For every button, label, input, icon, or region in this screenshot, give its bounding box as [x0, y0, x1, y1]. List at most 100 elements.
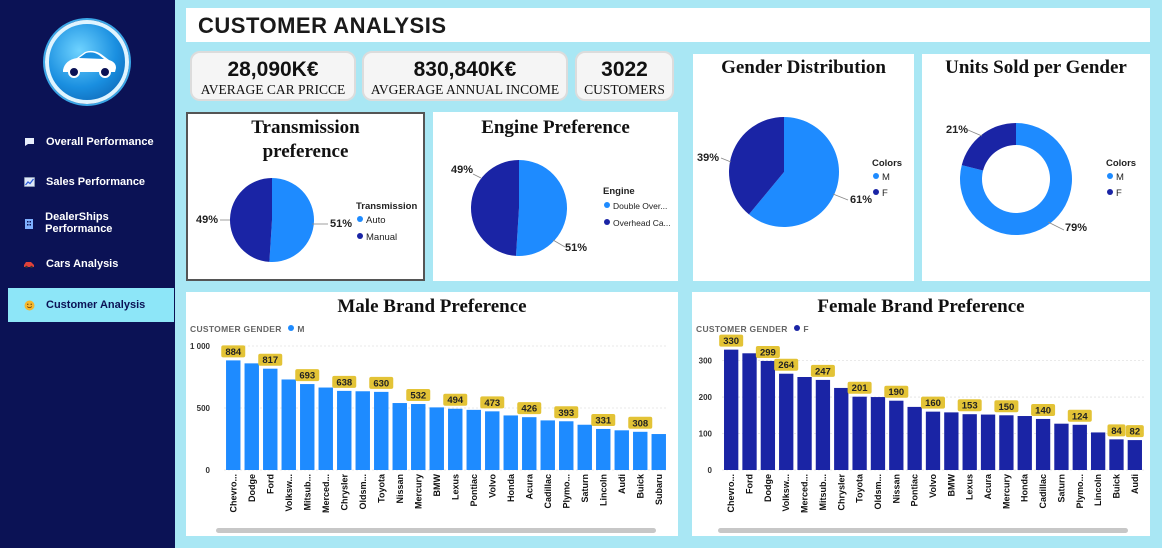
data-label: 473 — [484, 398, 500, 409]
bar-mercury[interactable] — [411, 404, 426, 470]
bar-dodge[interactable] — [760, 360, 776, 470]
car-logo — [45, 20, 129, 104]
bar-volvo[interactable] — [925, 411, 941, 470]
pie-slice-manual[interactable] — [229, 178, 272, 262]
bar-pontiac[interactable] — [466, 409, 481, 470]
bar-lexus[interactable] — [962, 414, 977, 470]
bar-honda[interactable] — [503, 415, 518, 470]
nav-overall-performance[interactable]: Overall Performance — [8, 126, 174, 158]
data-label-bg — [554, 406, 579, 419]
bar-toyota[interactable] — [852, 396, 867, 470]
pie-slice-auto[interactable] — [269, 178, 314, 262]
nav-sales-performance[interactable]: Sales Performance — [8, 166, 174, 198]
pct-label-overhead: 49% — [451, 164, 474, 176]
legend-item-auto[interactable]: Auto — [357, 215, 386, 226]
male-brand-preference-card: Male Brand Preference CUSTOMER GENDER M … — [186, 292, 678, 536]
y-tick-label: 100 — [699, 430, 713, 439]
legend-item-m[interactable]: M — [873, 172, 890, 183]
bar-cadillac[interactable] — [540, 420, 555, 470]
nav-cars-analysis[interactable]: Cars Analysis — [8, 248, 174, 280]
bar-mitsub-[interactable] — [815, 379, 831, 470]
y-tick-label: 200 — [699, 393, 713, 402]
bar-ford[interactable] — [263, 368, 278, 470]
bar-subaru[interactable] — [651, 434, 666, 470]
bar-honda[interactable] — [1017, 416, 1032, 470]
bar-volksw-[interactable] — [281, 379, 296, 470]
bar-chevro-[interactable] — [226, 360, 241, 470]
bar-nissan[interactable] — [392, 403, 407, 470]
x-tick-label: Audi — [1130, 474, 1140, 494]
nav-customer-analysis[interactable]: Customer Analysis — [8, 288, 174, 322]
bar-buick[interactable] — [633, 431, 648, 470]
legend-item-manual[interactable]: Manual — [357, 232, 397, 243]
bar-bmw[interactable] — [429, 407, 444, 470]
x-tick-label: Mitsub... — [302, 474, 312, 511]
kpi-value: 3022 — [601, 58, 648, 81]
bar-chevro-[interactable] — [724, 349, 739, 470]
legend-item-m[interactable]: M — [1107, 172, 1124, 183]
data-label: 264 — [778, 360, 795, 371]
legend-item-f[interactable]: F — [873, 188, 888, 199]
bar-nissan[interactable] — [889, 400, 904, 470]
pie-slice-f[interactable] — [729, 117, 784, 215]
bar-bmw[interactable] — [944, 412, 959, 470]
bar-lexus[interactable] — [448, 408, 463, 470]
x-tick-label: Mercury — [1001, 474, 1011, 509]
legend-title: Colors — [1106, 158, 1137, 169]
bar-plymo-[interactable] — [1072, 424, 1087, 470]
nav-label: Sales Performance — [46, 176, 146, 188]
bar-acura[interactable] — [980, 414, 996, 470]
chart-legend[interactable]: CUSTOMER GENDER F — [696, 324, 809, 334]
bar-chrysler[interactable] — [337, 390, 352, 470]
legend-item-double-overhead[interactable]: Double Over... — [604, 201, 667, 211]
bar-volvo[interactable] — [485, 411, 500, 470]
nav-label: DealerShips Performance — [45, 211, 113, 235]
x-tick-label: Nissan — [395, 474, 405, 504]
bar-dodge[interactable] — [244, 363, 259, 470]
bar-merced-[interactable] — [797, 377, 812, 470]
bar-chrysler[interactable] — [834, 387, 849, 470]
pie-slice-overhead-ca-[interactable] — [470, 160, 519, 256]
pie-slice-m[interactable] — [960, 123, 1072, 235]
x-tick-label: Nissan — [891, 474, 901, 504]
bar-audi[interactable] — [614, 430, 629, 470]
x-tick-label: Toyota — [376, 473, 386, 503]
legend-item-overhead-cam[interactable]: Overhead Ca... — [604, 218, 671, 228]
pct-label-manual: 49% — [196, 214, 219, 226]
x-tick-label: Honda — [506, 473, 516, 502]
chart-legend[interactable]: CUSTOMER GENDER M — [190, 324, 305, 334]
bar-lincoln[interactable] — [1090, 432, 1106, 470]
bar-acura[interactable] — [522, 417, 537, 470]
bar-oldsm-[interactable] — [870, 397, 886, 470]
bar-saturn[interactable] — [1054, 423, 1069, 470]
pie-slice-double-over-[interactable] — [515, 160, 567, 256]
x-tick-label: Chrysler — [339, 474, 349, 511]
bar-mercury[interactable] — [999, 415, 1014, 470]
bar-mitsub-[interactable] — [300, 384, 315, 470]
chat-bubble-icon — [18, 135, 40, 149]
nav-dealerships-performance[interactable]: DealerShips Performance — [8, 207, 174, 239]
y-tick-label: 500 — [197, 404, 211, 413]
bar-buick[interactable] — [1109, 439, 1124, 470]
bar-cadillac[interactable] — [1035, 418, 1051, 470]
horizontal-scrollbar[interactable] — [216, 528, 656, 533]
data-label: 82 — [1130, 427, 1141, 438]
bar-saturn[interactable] — [577, 424, 592, 470]
bar-plymo-[interactable] — [559, 421, 574, 470]
pie-slice-m[interactable] — [748, 117, 839, 228]
bar-audi[interactable] — [1127, 440, 1142, 470]
bar-toyota[interactable] — [374, 391, 389, 470]
data-label-bg — [258, 353, 283, 366]
bar-merced-[interactable] — [318, 387, 333, 470]
bar-volksw-[interactable] — [779, 373, 794, 470]
pie-slice-f[interactable] — [961, 123, 1016, 171]
legend-item-f[interactable]: F — [1107, 188, 1122, 199]
bar-ford[interactable] — [742, 353, 757, 470]
kpi-value: 830,840K€ — [413, 58, 517, 81]
chart-title: Female Brand Preference — [817, 296, 1025, 317]
data-label: 308 — [632, 418, 648, 429]
bar-pontiac[interactable] — [907, 406, 922, 470]
bar-lincoln[interactable] — [596, 428, 611, 470]
horizontal-scrollbar[interactable] — [718, 528, 1128, 533]
bar-oldsm-[interactable] — [355, 391, 370, 470]
